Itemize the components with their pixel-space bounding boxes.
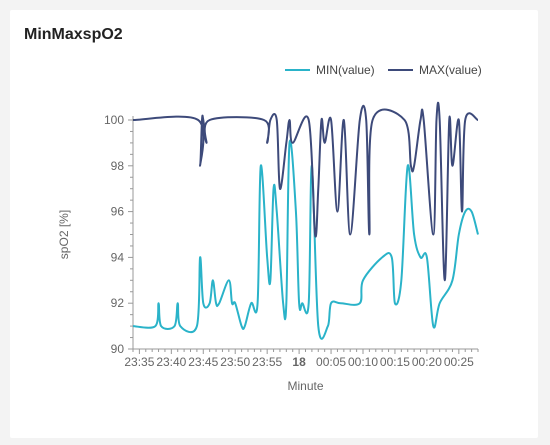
y-tick-label: 92 (111, 296, 125, 310)
plot-area (132, 101, 479, 340)
x-tick-label: 23:40 (156, 355, 186, 369)
x-axis: 23:35 23:40 23:45 23:50 23:55 18 00:05 00:10 00:… (124, 348, 479, 369)
x-tick-label: 00:25 (444, 355, 474, 369)
x-tick-label: 23:50 (220, 355, 250, 369)
x-tick-label: 00:05 (316, 355, 346, 369)
y-tick-label: 90 (111, 342, 125, 356)
x-tick-label: 00:15 (380, 355, 410, 369)
x-axis-label: Minute (287, 379, 323, 393)
y-tick-label: 94 (111, 250, 125, 264)
line-chart: MIN(value) MAX(value) 90 92 94 96 98 100 23:35… (57, 63, 482, 393)
x-tick-label: 18 (292, 355, 306, 369)
x-tick-label: 23:55 (252, 355, 282, 369)
y-tick-label: 100 (104, 113, 124, 127)
x-tick-label: 23:35 (124, 355, 154, 369)
y-tick-label: 96 (111, 205, 125, 219)
series-line-max (132, 101, 479, 282)
x-tick-label: 23:45 (188, 355, 218, 369)
y-axis-label: spO2 [%] (57, 210, 71, 259)
y-tick-label: 98 (111, 159, 125, 173)
chart-title: MinMaxspO2 (24, 26, 123, 43)
legend-label: MAX(value) (419, 63, 482, 77)
x-tick-label: 00:10 (348, 355, 378, 369)
legend-label: MIN(value) (316, 63, 375, 77)
series-line-min (132, 139, 479, 340)
legend: MIN(value) MAX(value) (285, 63, 482, 77)
y-axis: 90 92 94 96 98 100 (104, 113, 134, 356)
x-tick-label: 00:20 (412, 355, 442, 369)
chart-card: MinMaxspO2 MIN(value) MAX(value) 90 92 94 96… (10, 10, 538, 438)
